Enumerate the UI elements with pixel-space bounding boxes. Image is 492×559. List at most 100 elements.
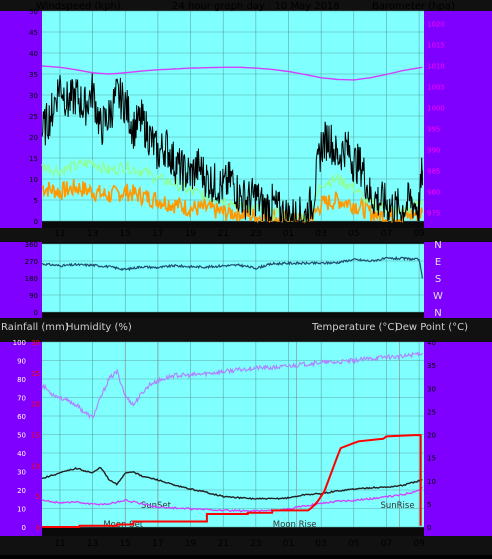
temp-tick-label: 25 xyxy=(427,408,436,416)
series-lull-line xyxy=(41,179,424,224)
temp-tick-label: 15 xyxy=(427,455,436,463)
x-tick-label: 03 xyxy=(315,229,326,239)
humidity-tick-label: 60 xyxy=(17,413,26,421)
compass-label: S xyxy=(435,274,441,285)
humidity-tick-label: 40 xyxy=(17,450,26,458)
series-dewpoint-line xyxy=(41,486,423,513)
x-tick-label: 11 xyxy=(54,229,65,239)
y2-tick-label: 980 xyxy=(427,189,440,197)
series-gust-line xyxy=(41,72,423,223)
temp-tick-label: 20 xyxy=(427,432,436,440)
x-tick-label: 07 xyxy=(381,539,392,549)
x-tick-label: 09 xyxy=(413,539,425,549)
left-axis-band-top xyxy=(0,0,42,555)
y-tick-label: 45 xyxy=(29,29,38,37)
annotation-label-sunrise: SunRise xyxy=(380,501,414,511)
x-tick-label: 09 xyxy=(413,229,425,239)
y-tick-label: 30 xyxy=(29,92,38,100)
x-tick-label: 17 xyxy=(152,229,163,239)
temp-tick-label: 0 xyxy=(427,524,431,532)
x-tick-label: 07 xyxy=(381,229,392,239)
x-tick-label: 19 xyxy=(185,229,197,239)
humidity-tick-label: 70 xyxy=(17,395,26,403)
series-barometer-line xyxy=(41,65,423,81)
humidity-tick-label: 50 xyxy=(17,432,26,440)
series-direction-line xyxy=(41,255,423,279)
dewpoint-axis-title: Dew Point (°C) xyxy=(395,322,468,333)
y-tick-label: 0 xyxy=(34,309,38,317)
humidity-tick-label: 0 xyxy=(22,524,26,532)
y-tick-label: 0 xyxy=(34,218,38,226)
x-tick-label: 23 xyxy=(250,229,261,239)
rain-tick-label: 20 xyxy=(31,401,40,409)
compass-label: N xyxy=(434,240,441,251)
y-tick-label: 90 xyxy=(29,292,38,300)
y-tick-label: 20 xyxy=(29,134,38,142)
bottom-band xyxy=(0,536,492,555)
y-tick-label: 5 xyxy=(34,197,38,205)
top-band-dark xyxy=(0,228,492,242)
x-tick-label: 21 xyxy=(217,229,228,239)
x-tick-label: 21 xyxy=(217,539,228,549)
compass-label: N xyxy=(434,308,441,319)
y-tick-label: 270 xyxy=(25,258,38,266)
x-tick-label: 11 xyxy=(54,539,65,549)
humidity-axis-title: Humidity (%) xyxy=(66,322,132,333)
humidity-tick-label: 10 xyxy=(17,506,26,514)
series-temperature-line xyxy=(41,466,423,500)
humidity-tick-label: 90 xyxy=(17,358,26,366)
y-tick-label: 360 xyxy=(25,241,38,249)
x-tick-label: 01 xyxy=(283,539,294,549)
x-tick-label: 15 xyxy=(120,229,131,239)
humidity-tick-label: 80 xyxy=(17,376,26,384)
x-tick-label: 05 xyxy=(348,539,359,549)
rain-tick-label: 0 xyxy=(36,524,40,532)
temperature-humidity-rain-plot: 0102030405060708090100051015202530051015… xyxy=(13,339,436,549)
rainfall-axis-title: Rainfall (mm) xyxy=(1,322,69,333)
y-tick-label: 25 xyxy=(29,113,38,121)
header-band xyxy=(0,0,492,11)
y2-tick-label: 1020 xyxy=(427,21,445,29)
temp-tick-label: 40 xyxy=(427,339,436,347)
y-tick-label: 35 xyxy=(29,71,38,79)
series-humidity-line xyxy=(41,351,423,420)
x-tick-label: 13 xyxy=(87,229,98,239)
series-rainfall-line xyxy=(42,434,422,528)
y2-tick-label: 975 xyxy=(427,210,440,218)
y2-tick-label: 1010 xyxy=(427,63,445,71)
y2-tick-label: 990 xyxy=(427,147,440,155)
annotation-label-sunset: SunSet xyxy=(141,501,172,511)
y2-tick-label: 985 xyxy=(427,168,440,176)
temp-tick-label: 10 xyxy=(427,478,436,486)
y2-tick-label: 1000 xyxy=(427,105,445,113)
temp-tick-label: 30 xyxy=(427,385,436,393)
x-tick-label: 19 xyxy=(185,539,197,549)
series-avg-line xyxy=(41,157,423,223)
x-tick-label: 01 xyxy=(283,229,294,239)
x-tick-label: 15 xyxy=(120,539,131,549)
compass-label: E xyxy=(435,257,441,268)
y-tick-label: 15 xyxy=(29,155,38,163)
rain-tick-label: 30 xyxy=(31,339,40,347)
humidity-tick-label: 100 xyxy=(13,339,26,347)
rain-tick-label: 5 xyxy=(36,493,40,501)
y-tick-label: 180 xyxy=(25,275,38,283)
middle-divider xyxy=(0,318,492,342)
y2-tick-label: 1015 xyxy=(427,42,445,50)
compass-label: W xyxy=(433,291,443,302)
x-tick-label: 03 xyxy=(315,539,326,549)
humidity-tick-label: 20 xyxy=(17,487,26,495)
windspeed-axis-title: Windspeed (kph) xyxy=(36,1,121,12)
rain-tick-label: 15 xyxy=(31,432,40,440)
windspeed-barometer-plot: 0510152025303540455097598098599099510001… xyxy=(29,8,445,239)
y-tick-label: 10 xyxy=(29,176,38,184)
x-tick-label: 05 xyxy=(348,229,359,239)
y2-tick-label: 1005 xyxy=(427,84,445,92)
y-tick-label: 50 xyxy=(29,8,38,16)
y2-tick-label: 995 xyxy=(427,126,440,134)
barometer-axis-title: Barometer (hpa) xyxy=(372,1,455,12)
rain-tick-label: 10 xyxy=(31,462,40,470)
